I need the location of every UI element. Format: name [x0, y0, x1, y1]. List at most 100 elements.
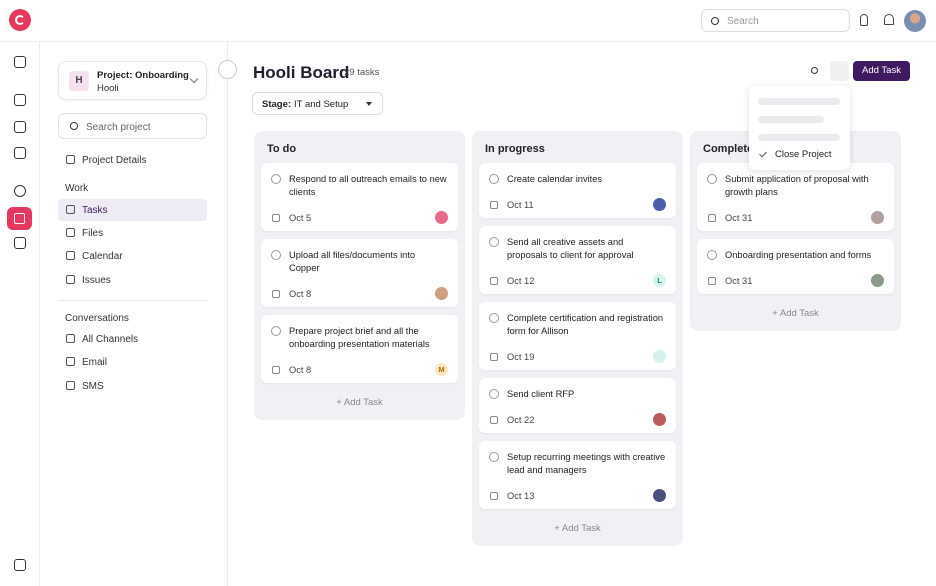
top-bar: Search — [0, 0, 936, 42]
dropdown-menu: Close Project — [749, 86, 850, 170]
task-check[interactable] — [489, 389, 499, 399]
task-date: Oct 19 — [507, 352, 535, 362]
task-check[interactable] — [707, 174, 717, 184]
avatar — [435, 287, 448, 300]
rail-icon[interactable] — [14, 559, 26, 571]
nav-icon — [66, 155, 75, 164]
collapse-button[interactable] — [218, 60, 237, 79]
nav-item[interactable]: All Channels — [58, 328, 207, 350]
task-date: Oct 31 — [725, 276, 753, 286]
task-check[interactable] — [489, 174, 499, 184]
task-check[interactable] — [707, 250, 717, 260]
task-date-row: Oct 19 — [490, 350, 666, 363]
calendar-icon — [490, 416, 498, 424]
task-card[interactable]: Onboarding presentation and forms Oct 31 — [697, 239, 894, 294]
stage-select[interactable]: Stage: IT and Setup — [252, 92, 383, 115]
avatar — [871, 274, 884, 287]
nav-item[interactable]: Email — [58, 351, 207, 373]
column-title: Complete — [703, 143, 754, 155]
task-count: 29 tasks — [344, 67, 380, 78]
avatar — [871, 211, 884, 224]
logo[interactable] — [9, 9, 31, 31]
skeleton — [758, 116, 824, 123]
section-label[interactable]: Work — [65, 183, 89, 194]
rail-icon[interactable] — [14, 56, 26, 68]
task-date-row: Oct 5 — [272, 211, 448, 224]
search-box[interactable]: Search — [701, 9, 850, 32]
task-card[interactable]: Setup recurring meetings with creative l… — [479, 441, 676, 509]
task-text: Upload all files/documents into Copper — [289, 250, 416, 273]
user-icon[interactable] — [860, 14, 868, 26]
task-check[interactable] — [489, 313, 499, 323]
rail-icon[interactable] — [14, 147, 26, 159]
icon-rail — [0, 42, 40, 586]
project-subtitle: Hooli — [97, 83, 119, 94]
user-avatar[interactable] — [904, 10, 926, 32]
search-project[interactable]: Search project — [58, 113, 207, 139]
add-task[interactable]: + Add Task — [336, 397, 383, 408]
task-text: Create calendar invites — [507, 174, 603, 184]
project-initial: H — [69, 71, 89, 91]
caret — [366, 102, 372, 106]
add-task-button[interactable]: Add Task — [853, 61, 910, 81]
task-check[interactable] — [271, 174, 281, 184]
nav-item[interactable]: Project Details — [58, 149, 207, 171]
task-text: Setup recurring meetings with creative l… — [507, 452, 666, 475]
calendar-icon — [272, 290, 280, 298]
task-check[interactable] — [489, 237, 499, 247]
task-date: Oct 8 — [289, 289, 312, 299]
task-text: Send client RFP — [507, 389, 575, 399]
nav-item[interactable]: Calendar — [58, 245, 207, 267]
task-card[interactable]: Send client RFP Oct 22 — [479, 378, 676, 433]
task-card[interactable]: Upload all files/documents into Copper Oc… — [261, 239, 458, 307]
nav-item[interactable]: Tasks — [58, 199, 207, 221]
avatar — [435, 211, 448, 224]
rail-active[interactable] — [7, 207, 32, 230]
nav-item[interactable]: Issues — [58, 269, 207, 291]
nav-icon — [66, 228, 75, 237]
rail-icon[interactable] — [14, 94, 26, 106]
project-card[interactable]: H Project: Onboarding Hooli — [58, 61, 207, 100]
nav-item[interactable]: SMS — [58, 375, 207, 397]
task-check[interactable] — [489, 452, 499, 462]
task-check[interactable] — [271, 326, 281, 336]
task-card[interactable]: Submit application of proposal with grow… — [697, 163, 894, 231]
task-check[interactable] — [271, 250, 281, 260]
avatar — [653, 413, 666, 426]
board-column: Complete Submit application of proposal w… — [690, 131, 901, 331]
add-task[interactable]: + Add Task — [554, 523, 601, 534]
chevron — [189, 74, 199, 84]
column-title: In progress — [485, 143, 545, 155]
calendar-icon — [708, 277, 716, 285]
avatar: M — [435, 363, 448, 376]
rail-icon[interactable] — [14, 121, 26, 133]
board-title: Hooli Board — [253, 63, 350, 82]
skeleton — [758, 98, 840, 105]
more-button[interactable] — [830, 61, 849, 81]
search-icon — [70, 122, 78, 130]
add-task[interactable]: + Add Task — [772, 308, 819, 319]
calendar-icon — [708, 214, 716, 222]
task-card[interactable]: Prepare project brief and all the onboar… — [261, 315, 458, 383]
task-card[interactable]: Respond to all outreach emails to new cl… — [261, 163, 458, 231]
stage-label: Stage: — [262, 99, 292, 110]
section-label[interactable]: Conversations — [65, 313, 129, 324]
task-card[interactable]: Send all creative assets and proposals t… — [479, 226, 676, 294]
project-title: Project: Onboarding — [97, 70, 189, 81]
calendar-icon — [490, 277, 498, 285]
nav-item[interactable]: Files — [58, 222, 207, 244]
task-card[interactable]: Complete certification and registration … — [479, 302, 676, 370]
task-date: Oct 11 — [507, 200, 534, 210]
bell-icon[interactable] — [884, 14, 894, 25]
menu-item[interactable]: Close Project — [749, 146, 850, 164]
task-date-row: Oct 31 — [708, 274, 884, 287]
task-card[interactable]: Create calendar invites Oct 11 — [479, 163, 676, 218]
avatar: L — [653, 274, 666, 287]
task-date-row: Oct 8 — [272, 287, 448, 300]
search-icon[interactable] — [811, 67, 818, 74]
rail-icon[interactable] — [14, 185, 26, 197]
task-text: Respond to all outreach emails to new cl… — [289, 174, 447, 197]
rail-icon[interactable] — [14, 237, 26, 249]
task-date-row: Oct 12 L — [490, 274, 666, 287]
avatar — [653, 350, 666, 363]
